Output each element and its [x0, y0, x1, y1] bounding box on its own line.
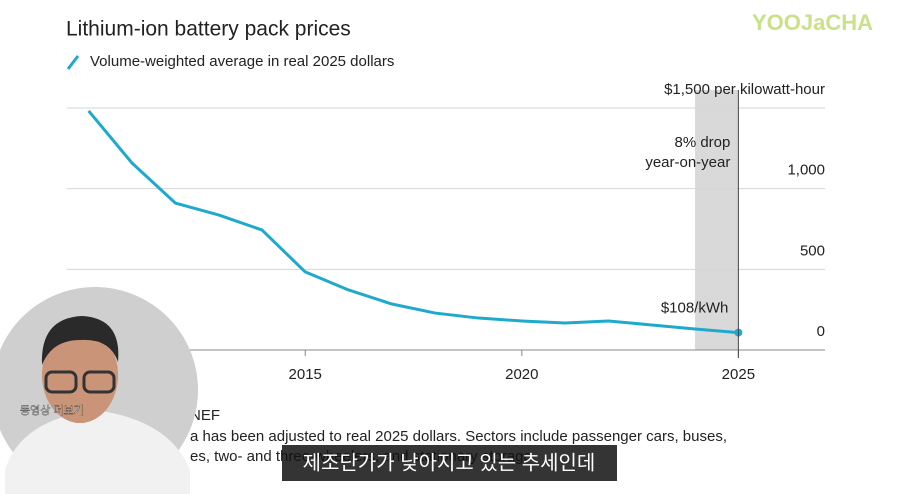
- series-line: [87, 109, 739, 335]
- watermark: YOOJaCHA: [752, 10, 873, 35]
- x-tick-label: 2020: [505, 366, 538, 383]
- annotation: $108/kWh: [661, 300, 729, 317]
- highlight-band: [695, 90, 739, 350]
- x-tick-label: 2025: [722, 366, 755, 383]
- more-videos-button[interactable]: 동영상 더보기: [20, 404, 84, 417]
- y-tick-label: 500: [800, 242, 825, 259]
- annotation: year-on-year: [645, 154, 730, 171]
- caption-box: [282, 445, 617, 481]
- webcam: [0, 287, 198, 494]
- y-tick-label: $1,500 per kilowatt-hour: [664, 81, 825, 98]
- source-text: NEF: [190, 407, 220, 424]
- chart-title: Lithium-ion battery pack prices: [66, 18, 351, 41]
- legend-label: Volume-weighted average in real 2025 dol…: [90, 53, 394, 70]
- x-tick-label: 2015: [289, 366, 322, 383]
- annotation: 8% drop: [674, 134, 730, 151]
- y-tick-label: 0: [817, 323, 825, 340]
- y-tick-label: 1,000: [787, 162, 825, 179]
- legend-swatch: [66, 55, 80, 70]
- source-text: a has been adjusted to real 2025 dollars…: [190, 428, 727, 445]
- caption: 제조단가가 낮아지고 있는 추세인데: [303, 451, 596, 474]
